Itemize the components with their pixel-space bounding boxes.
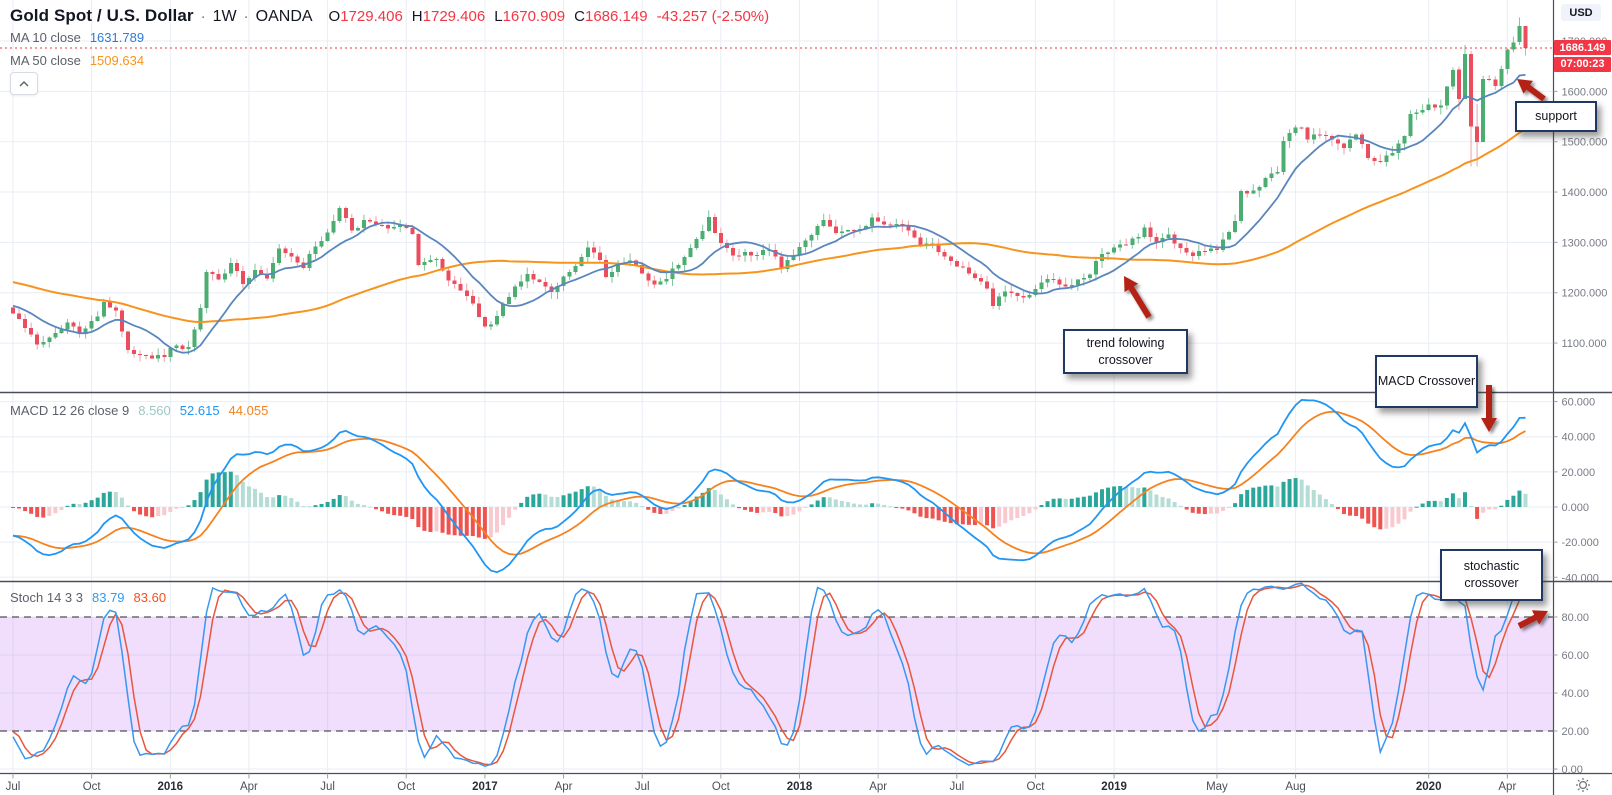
symbol-title[interactable]: Gold Spot / U.S. Dollar — [10, 6, 194, 25]
svg-text:-40.000: -40.000 — [1562, 572, 1599, 584]
svg-text:1400.000: 1400.000 — [1562, 187, 1608, 199]
low-value: L1670.909 — [494, 8, 566, 25]
support-callout-text: support — [1535, 109, 1577, 123]
close-value: C1686.149 — [574, 8, 648, 25]
svg-text:60.000: 60.000 — [1562, 397, 1596, 409]
svg-text:2016: 2016 — [158, 781, 184, 793]
svg-text:40.00: 40.00 — [1562, 688, 1590, 700]
svg-text:2019: 2019 — [1101, 781, 1127, 793]
svg-text:Apr: Apr — [1498, 781, 1516, 793]
svg-text:Oct: Oct — [83, 781, 102, 793]
svg-text:Jul: Jul — [6, 781, 21, 793]
stoch-callout-line2: crossover — [1464, 576, 1519, 590]
macd-pane — [11, 398, 1528, 574]
macd-line-value: 52.615 — [179, 403, 220, 418]
svg-text:Apr: Apr — [555, 781, 573, 793]
svg-text:Aug: Aug — [1285, 781, 1305, 793]
svg-text:Oct: Oct — [712, 781, 731, 793]
separator-dot: · — [200, 8, 206, 25]
macd-signal-value: 44.055 — [228, 403, 269, 418]
countdown-badge: 07:00:23 — [1554, 56, 1611, 72]
trend-callout-line2: crossover — [1098, 352, 1153, 367]
ohlc-readout: O1729.406 H1729.406 L1670.909 C1686.149 … — [329, 8, 770, 25]
stoch-d-value: 83.60 — [133, 590, 167, 605]
svg-text:Jul: Jul — [949, 781, 964, 793]
svg-text:20.000: 20.000 — [1562, 467, 1596, 479]
svg-text:2017: 2017 — [472, 781, 498, 793]
svg-text:0.00: 0.00 — [1562, 764, 1583, 776]
support-arrow — [1517, 79, 1546, 102]
ma50-label: MA 50 close — [10, 53, 81, 68]
svg-text:80.00: 80.00 — [1562, 612, 1590, 624]
svg-text:Oct: Oct — [1027, 781, 1046, 793]
stoch-label: Stoch 14 3 3 — [10, 590, 83, 605]
svg-text:1500.000: 1500.000 — [1562, 137, 1608, 149]
exchange-label[interactable]: OANDA — [255, 8, 313, 25]
grid-lines — [0, 0, 1554, 774]
svg-text:40.000: 40.000 — [1562, 432, 1596, 444]
ma10-value: 1631.789 — [89, 30, 145, 45]
svg-text:Apr: Apr — [240, 781, 258, 793]
ma10-legend[interactable]: MA 10 close 1631.789 — [10, 30, 144, 45]
stoch-callout-line1: stochastic — [1463, 559, 1520, 573]
svg-text:20.00: 20.00 — [1562, 726, 1590, 738]
svg-text:2020: 2020 — [1416, 781, 1442, 793]
last-price-badge: 1686.149 — [1554, 40, 1611, 55]
trend-crossover-arrow — [1124, 276, 1152, 319]
macd-label: MACD 12 26 close 9 — [10, 403, 130, 418]
pane-collapse-button[interactable] — [10, 72, 38, 95]
svg-text:1600.000: 1600.000 — [1562, 86, 1608, 98]
interval-label[interactable]: 1W — [212, 8, 237, 25]
macd-callout-text: MACD Crossover — [1377, 374, 1476, 388]
svg-text:Oct: Oct — [397, 781, 416, 793]
price-pane — [11, 17, 1528, 363]
chevron-up-icon — [19, 80, 29, 86]
stoch-legend[interactable]: Stoch 14 3 3 83.79 83.60 — [10, 590, 166, 605]
svg-text:1100.000: 1100.000 — [1562, 338, 1607, 350]
svg-text:Apr: Apr — [869, 781, 887, 793]
stoch-crossover-arrow — [1517, 610, 1548, 629]
macd-legend[interactable]: MACD 12 26 close 9 8.560 52.615 44.055 — [10, 403, 268, 418]
svg-text:Jul: Jul — [635, 781, 650, 793]
svg-text:May: May — [1206, 781, 1228, 793]
high-value: H1729.406 — [411, 8, 486, 25]
trend-callout-line1: trend folowing — [1086, 335, 1165, 350]
ma50-value: 1509.634 — [89, 53, 145, 68]
svg-text:-20.000: -20.000 — [1562, 537, 1599, 549]
svg-text:2018: 2018 — [787, 781, 813, 793]
svg-text:60.00: 60.00 — [1562, 650, 1590, 662]
currency-button[interactable]: USD — [1561, 4, 1601, 21]
macd-crossover-callout: MACD Crossover — [1375, 355, 1478, 408]
symbol-header: Gold Spot / U.S. Dollar · 1W · OANDA O17… — [10, 6, 769, 26]
ma50-legend[interactable]: MA 50 close 1509.634 — [10, 53, 144, 68]
time-axis[interactable]: Jul Oct 2016 Apr Jul Oct 2017 Apr Jul Oct 2018 Apr J… — [6, 773, 1517, 794]
svg-text:Jul: Jul — [320, 781, 335, 793]
price-axis[interactable]: 1700.0001600.0001500.0001400.0001300.000… — [1553, 36, 1608, 776]
macd-hist-value: 8.560 — [138, 403, 171, 418]
trend-crossover-callout: trend folowing crossover — [1063, 329, 1188, 374]
svg-text:1200.000: 1200.000 — [1562, 288, 1608, 300]
stoch-crossover-callout: stochastic crossover — [1440, 549, 1543, 601]
timezone-sun-icon[interactable] — [1576, 778, 1590, 792]
change-value: -43.257 (-2.50%) — [656, 8, 770, 25]
support-callout: support — [1515, 101, 1597, 132]
stoch-k-value: 83.79 — [92, 590, 125, 605]
ma10-label: MA 10 close — [10, 30, 81, 45]
separator-dot: · — [243, 8, 249, 25]
macd-crossover-arrow — [1481, 385, 1497, 432]
svg-text:1300.000: 1300.000 — [1562, 237, 1608, 249]
stoch-pane — [0, 582, 1554, 768]
open-value: O1729.406 — [328, 8, 403, 25]
svg-text:0.000: 0.000 — [1562, 502, 1590, 514]
